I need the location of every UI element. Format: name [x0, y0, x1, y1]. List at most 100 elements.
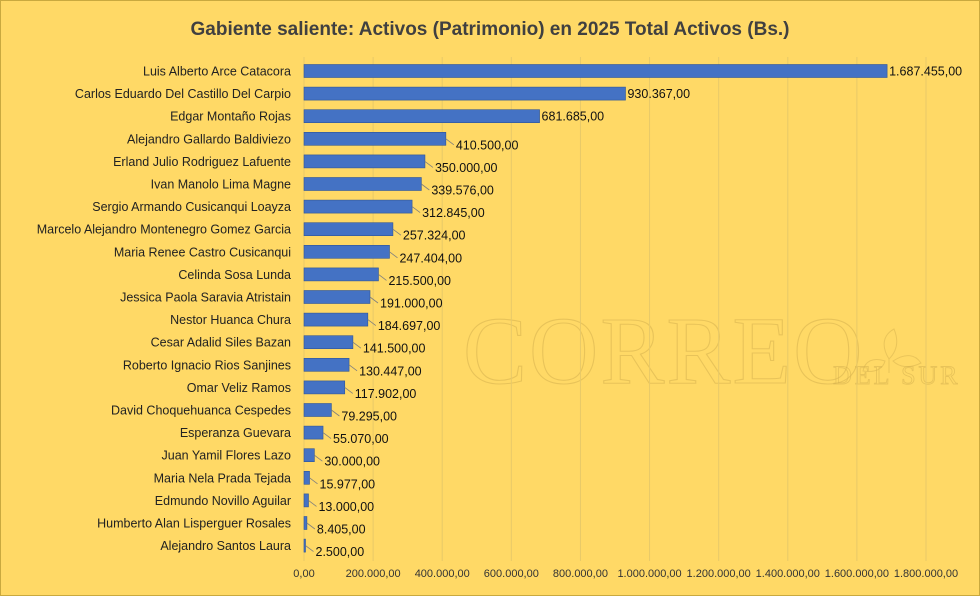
- x-tick-label: 0,00: [293, 568, 314, 580]
- data-label-leader-line: [307, 523, 315, 529]
- x-tick-label: 1.400.000,00: [756, 568, 820, 580]
- x-tick-label: 1.800.000,00: [894, 568, 958, 580]
- watermark-sub-text: DEL SUR: [833, 361, 961, 390]
- bar: [304, 517, 307, 530]
- data-label: 312.845,00: [422, 206, 485, 220]
- category-label: Alejandro Gallardo Baldiviezo: [127, 132, 291, 146]
- category-label: Erland Julio Rodriguez Lafuente: [113, 155, 291, 169]
- data-label: 141.500,00: [363, 342, 426, 356]
- category-label: Humberto Alan Lisperguer Rosales: [97, 517, 291, 531]
- data-label-leader-line: [393, 229, 401, 235]
- x-tick-label: 1.200.000,00: [687, 568, 751, 580]
- data-label: 79.295,00: [341, 410, 397, 424]
- bar: [304, 200, 412, 213]
- category-label: Edgar Montaño Rojas: [170, 110, 291, 124]
- data-label-leader-line: [412, 207, 420, 213]
- category-label: Juan Yamil Flores Lazo: [162, 449, 292, 463]
- data-label: 681.685,00: [542, 110, 605, 124]
- category-label: Marcelo Alejandro Montenegro Gomez Garci…: [37, 223, 291, 237]
- bar: [304, 223, 393, 236]
- category-label: David Choquehuanca Cespedes: [111, 404, 291, 418]
- data-label: 410.500,00: [456, 138, 519, 152]
- x-tick-label: 800.000,00: [553, 568, 608, 580]
- bar: [304, 494, 308, 507]
- category-label: Roberto Ignacio Rios Sanjines: [123, 358, 291, 372]
- chart-title: Gabiente saliente: Activos (Patrimonio) …: [191, 19, 790, 40]
- data-label: 1.687.455,00: [889, 65, 962, 79]
- x-tick-label: 200.000,00: [346, 568, 401, 580]
- bar: [304, 155, 425, 168]
- data-label: 13.000,00: [318, 500, 374, 514]
- x-tick-label: 600.000,00: [484, 568, 539, 580]
- category-label: Nestor Huanca Chura: [170, 313, 291, 327]
- category-labels: Luis Alberto Arce Catacora Carlos Eduardo…: [37, 65, 291, 554]
- bar: [304, 268, 378, 281]
- data-label: 350.000,00: [435, 161, 498, 175]
- watermark: CORREO DEL SUR: [463, 297, 961, 404]
- bar: [304, 539, 306, 552]
- data-label-leader-line: [323, 433, 331, 439]
- bar: [304, 132, 446, 145]
- bar: [304, 313, 368, 326]
- bar: [304, 178, 421, 191]
- data-label-leader-line: [349, 365, 357, 371]
- data-label-leader-line: [425, 161, 433, 167]
- bar: [304, 245, 389, 258]
- bar: [304, 358, 349, 371]
- bar: [304, 110, 540, 123]
- category-label: Maria Nela Prada Tejada: [154, 471, 291, 485]
- category-label: Esperanza Guevara: [180, 426, 291, 440]
- data-label: 55.070,00: [333, 432, 389, 446]
- data-label: 130.447,00: [359, 364, 422, 378]
- data-label-leader-line: [308, 500, 316, 506]
- data-label-leader-line: [306, 546, 314, 552]
- bar: [304, 336, 353, 349]
- category-label: Sergio Armando Cusicanqui Loayza: [92, 200, 291, 214]
- data-label: 257.324,00: [403, 229, 466, 243]
- category-label: Celinda Sosa Lunda: [178, 268, 291, 282]
- data-label-leader-line: [353, 342, 361, 348]
- data-label: 191.000,00: [380, 297, 443, 311]
- data-label: 215.500,00: [388, 274, 451, 288]
- x-tick-label: 1.000.000,00: [617, 568, 681, 580]
- data-label: 184.697,00: [378, 319, 441, 333]
- category-label: Carlos Eduardo Del Castillo Del Carpio: [75, 87, 291, 101]
- data-label: 15.977,00: [320, 477, 376, 491]
- bar: [304, 426, 323, 439]
- data-label: 30.000,00: [324, 455, 380, 469]
- bar: [304, 87, 625, 100]
- x-tick-label: 400.000,00: [415, 568, 470, 580]
- x-axis-tick-labels: 0,00 200.000,00 400.000,00 600.000,00 800.00…: [293, 568, 958, 580]
- data-label: 2.500,00: [316, 545, 365, 559]
- bar: [304, 381, 345, 394]
- category-label: Luis Alberto Arce Catacora: [143, 65, 291, 79]
- data-label-leader-line: [378, 274, 386, 280]
- data-label-leader-line: [310, 478, 318, 484]
- bar: [304, 404, 331, 417]
- data-label-leader-line: [446, 139, 454, 145]
- data-label: 117.902,00: [355, 387, 417, 401]
- bar: [304, 65, 887, 78]
- x-tick-label: 1.600.000,00: [825, 568, 889, 580]
- category-label: Alejandro Santos Laura: [160, 539, 291, 553]
- data-label-leader-line: [389, 252, 397, 258]
- data-label-leader-line: [421, 184, 429, 190]
- data-label: 8.405,00: [317, 523, 366, 537]
- watermark-main-text: CORREO: [463, 297, 864, 404]
- data-label-leader-line: [345, 387, 353, 393]
- category-label: Maria Renee Castro Cusicanqui: [114, 245, 291, 259]
- bar: [304, 449, 314, 462]
- data-label: 247.404,00: [399, 251, 462, 265]
- bar: [304, 291, 370, 304]
- data-label-leader-line: [331, 410, 339, 416]
- data-label-leader-line: [368, 320, 376, 326]
- data-label-leader-line: [314, 455, 322, 461]
- category-label: Jessica Paola Saravia Atristain: [120, 291, 291, 305]
- category-label: Cesar Adalid Siles Bazan: [151, 336, 291, 350]
- category-label: Omar Veliz Ramos: [187, 381, 291, 395]
- data-label: 339.576,00: [431, 184, 494, 198]
- data-label: 930.367,00: [627, 87, 690, 101]
- bar: [304, 471, 310, 484]
